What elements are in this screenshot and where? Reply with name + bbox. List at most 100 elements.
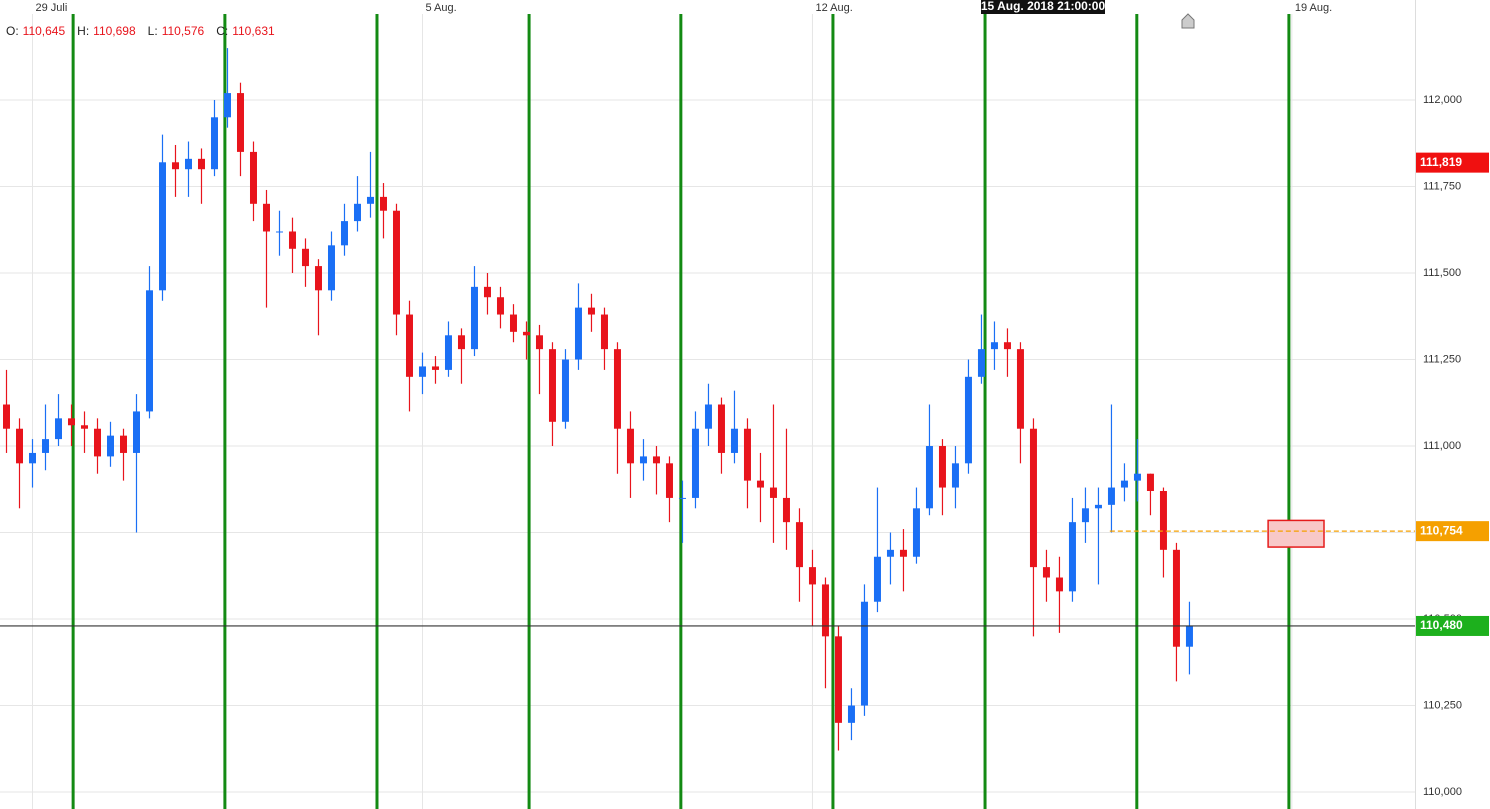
candle-body [379,196,387,211]
price-label: 111,819 [1420,155,1462,169]
candle-body [808,567,816,585]
candle-body [678,497,686,499]
legend-key: L: [148,24,158,38]
candle-body [145,290,153,412]
y-tick-label: 112,000 [1423,94,1462,106]
candle-body [613,349,621,429]
price-label: 110,754 [1420,523,1463,537]
candle-body [184,158,192,170]
price-label-box [1416,615,1489,636]
candle-body [1016,349,1024,429]
candle-body [665,463,673,498]
candle-body [327,245,335,291]
crosshair-box [981,0,1105,14]
candle-body [93,428,101,457]
candle-body [535,335,543,350]
y-tick-label: 111,500 [1423,267,1461,279]
candle-body [1159,491,1167,550]
candle-body [899,549,907,557]
candle-body [41,439,49,453]
y-tick-label: 111,750 [1423,180,1461,192]
candle-body [496,297,504,315]
candle-body [1107,487,1115,505]
y-tick-label: 110,250 [1423,699,1462,711]
candle-body [80,425,88,429]
candle-body [1081,508,1089,523]
candle-body [249,151,257,204]
candle-body [418,366,426,377]
legend-key: H: [77,24,89,38]
candle-body [730,428,738,453]
candle-body [821,584,829,637]
price-label-box [1416,521,1489,542]
candle-body [964,376,972,464]
candle-body [54,418,62,440]
candle-body [626,428,634,464]
candle-body [1120,480,1128,488]
candle-body [119,435,127,453]
candle-body [990,342,998,350]
candle-body [795,522,803,568]
price-label: 110,480 [1420,618,1463,632]
candle-body [15,428,23,464]
candle-body [652,456,660,464]
price-label-box [1416,152,1489,173]
legend-value: 110,645 [23,24,66,38]
legend-value: 110,698 [93,24,136,38]
candle-body [1003,342,1011,350]
candle-body [210,117,218,170]
candle-body [1146,473,1154,492]
x-tick-label: 19 Aug. [1295,2,1332,14]
candle-body [132,411,140,453]
candle-body [340,221,348,246]
candle-body [769,487,777,498]
candle-body [223,93,231,118]
candle-body [314,266,322,291]
candle-body [1055,577,1063,592]
candle-body [457,335,465,350]
scroll-icon[interactable] [1181,13,1195,29]
crosshair-label: 15 Aug. 2018 21:00:00 [981,0,1106,13]
candle-body [431,366,439,370]
candle-body [704,404,712,429]
candle-body [1133,473,1141,481]
candle-body [691,428,699,498]
candle-body [756,480,764,488]
candle-body [444,335,452,370]
candle-body [587,307,595,315]
candle-body [951,463,959,488]
candle-body [1068,522,1076,592]
candle-body [1172,549,1180,647]
candle-body [106,435,114,457]
candle-body [977,349,985,377]
candle-body [938,446,946,488]
candle-body [1029,428,1037,568]
candle-body [2,404,10,429]
candle-body [548,349,556,422]
x-tick-label: 12 Aug. [815,2,852,14]
candle-body [366,196,374,204]
y-tick-label: 110,000 [1423,786,1462,798]
candle-body [236,93,244,152]
legend-key: O: [6,24,19,38]
candle-body [717,404,725,453]
candle-body [405,314,413,377]
candle-body [197,158,205,170]
candle-body [925,446,933,509]
candle-body [834,636,842,723]
candle-body [158,162,166,291]
candle-body [522,331,530,336]
candle-body [873,556,881,602]
candle-body [847,705,855,723]
candle-body [171,162,179,170]
y-tick-label: 111,250 [1423,353,1461,365]
candle-body [639,456,647,464]
candle-body [1185,625,1193,647]
candle-body [470,286,478,350]
candle-body [288,231,296,249]
candle-body [561,359,569,422]
candle-body [28,452,36,464]
candle-body [353,203,361,222]
